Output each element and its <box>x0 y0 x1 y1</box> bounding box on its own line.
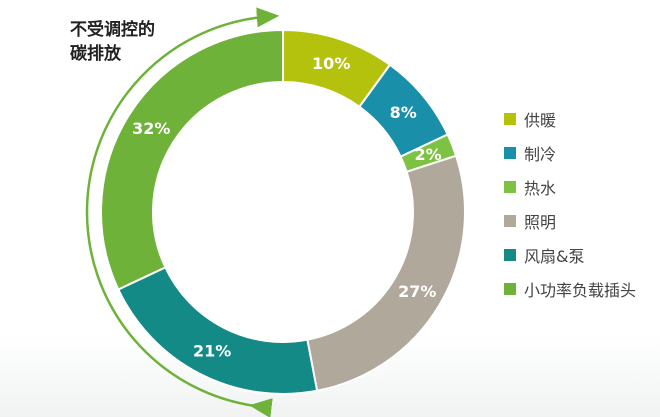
slice-labels-group: 10% 8% 2% 27% 21% 32% <box>132 54 441 360</box>
legend-label-5: 风扇&泵 <box>524 247 585 266</box>
curved-arrow-annotation <box>85 7 280 417</box>
legend-item-3: 热水 <box>504 170 660 204</box>
legend-item-5: 风扇&泵 <box>504 238 660 272</box>
slice-label-6: 32% <box>132 119 170 138</box>
annotation-line-2: 碳排放 <box>70 44 121 64</box>
legend-label-2: 制冷 <box>524 145 557 164</box>
legend-item-2: 制冷 <box>504 136 660 170</box>
slice-label-1: 10% <box>312 54 350 73</box>
legend-swatch-5 <box>504 249 516 261</box>
legend-swatch-6 <box>504 283 516 295</box>
legend-swatch-2 <box>504 147 516 159</box>
slice-label-5: 21% <box>193 341 231 360</box>
legend-item-6: 小功率负载插头 <box>504 272 660 306</box>
slice-4 <box>306 154 466 392</box>
legend-swatch-1 <box>504 113 516 125</box>
chart-legend: 供暖制冷热水照明风扇&泵小功率负载插头 <box>504 102 660 306</box>
legend-label-4: 照明 <box>524 213 557 232</box>
slice-label-3: 2% <box>414 145 441 164</box>
slice-label-4: 27% <box>398 282 436 301</box>
legend-swatch-3 <box>504 181 516 193</box>
legend-label-1: 供暖 <box>524 111 557 130</box>
slice-5 <box>116 266 319 395</box>
slices-group <box>100 28 466 395</box>
annotation-line-1: 不受调控的 <box>70 20 155 40</box>
legend-label-3: 热水 <box>524 179 557 198</box>
slice-6 <box>100 28 284 291</box>
legend-item-4: 照明 <box>504 204 660 238</box>
slice-label-2: 8% <box>390 103 417 122</box>
legend-label-6: 小功率负载插头 <box>524 281 637 300</box>
uncontrolled-emissions-annotation: 不受调控的 碳排放 <box>70 18 155 66</box>
legend-item-1: 供暖 <box>504 102 660 136</box>
legend-swatch-4 <box>504 215 516 227</box>
